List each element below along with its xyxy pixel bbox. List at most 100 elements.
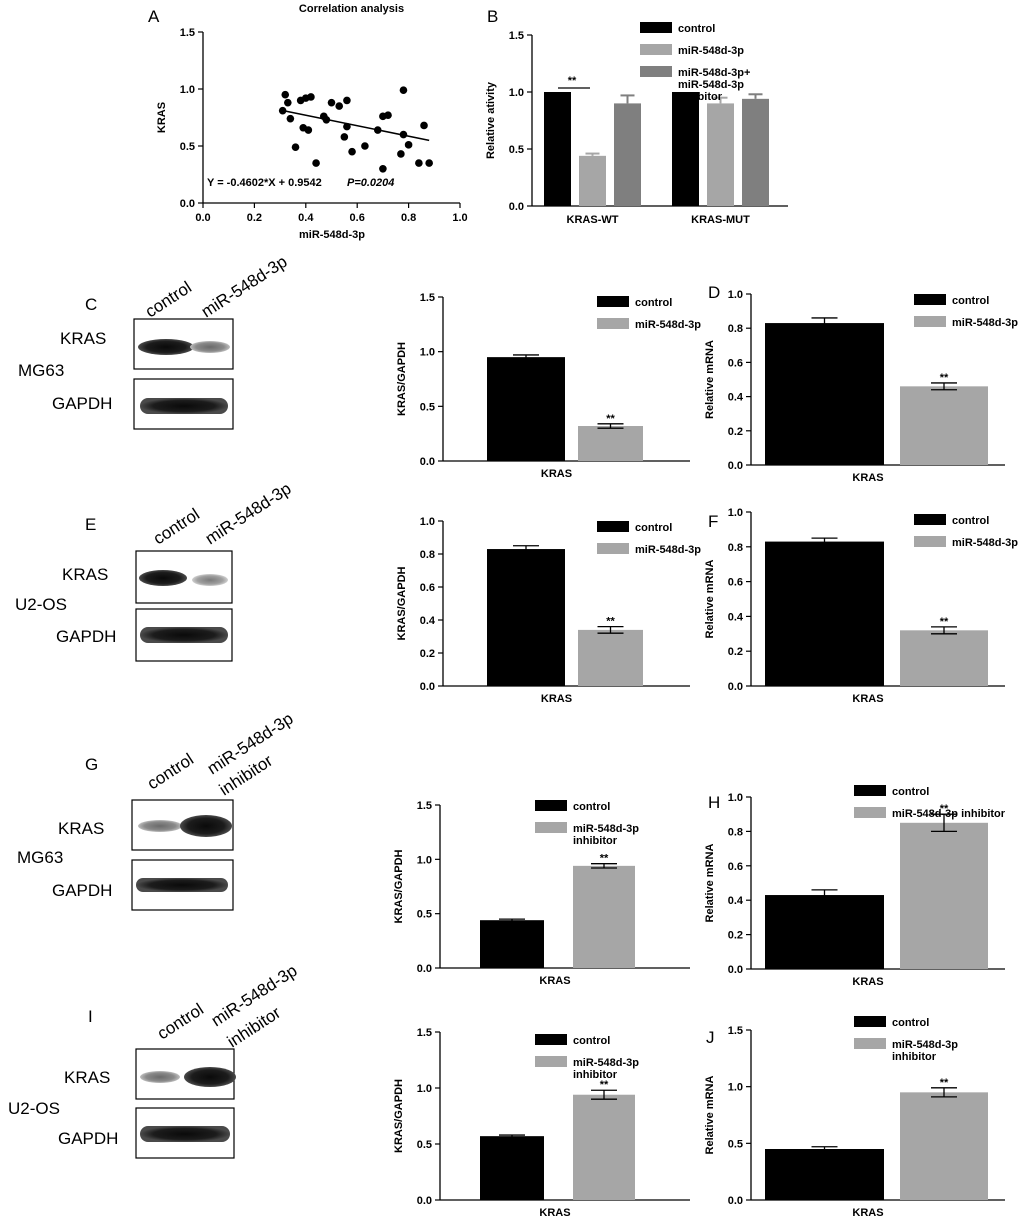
panel-label-g: G bbox=[85, 755, 98, 774]
blot-g-lane-control: control bbox=[144, 750, 197, 794]
chart-a-point bbox=[291, 143, 300, 151]
chart-c-x-axis-label: KRAS bbox=[541, 468, 572, 480]
chart-f: F 0.0 0.2 0.4 0.6 0.8 1.0 Relative mRNA ** KRAS co… bbox=[704, 507, 1018, 705]
blot-e: E control miR-548d-3p KRAS U2-OS GAPDH bbox=[15, 479, 295, 662]
chart-g-bar bbox=[480, 920, 544, 968]
chart-f-y-tick-label: 0.4 bbox=[728, 611, 744, 623]
chart-g-y-axis-label: KRAS/GAPDH bbox=[393, 849, 405, 923]
blot-g-row-kras: KRAS bbox=[58, 819, 104, 838]
chart-c-y-axis-label: KRAS/GAPDH bbox=[396, 342, 408, 416]
chart-e-legend-label: control bbox=[635, 522, 672, 534]
chart-f-y-tick-label: 1.0 bbox=[728, 507, 743, 519]
chart-c-bar bbox=[487, 357, 565, 461]
chart-h-legend-label: control bbox=[892, 786, 929, 798]
chart-b-x-tick-label: KRAS-MUT bbox=[691, 214, 750, 226]
chart-a-point bbox=[281, 90, 290, 99]
chart-a-y-tick-label: 1.5 bbox=[180, 27, 195, 39]
chart-a-point bbox=[425, 159, 433, 167]
chart-f-legend-label: control bbox=[952, 515, 989, 527]
chart-c-y-tick-label: 0.0 bbox=[420, 456, 435, 468]
panel-label-b: B bbox=[487, 7, 498, 26]
chart-a-y-axis-label: KRAS bbox=[156, 102, 168, 133]
chart-i-sig: ** bbox=[600, 1079, 609, 1091]
chart-f-sig: ** bbox=[940, 616, 949, 628]
chart-a-point bbox=[327, 98, 336, 107]
chart-a-point bbox=[348, 147, 356, 156]
chart-e-y-tick-label: 0.2 bbox=[420, 648, 435, 660]
blot-c-lane-mir: miR-548d-3p bbox=[198, 252, 291, 321]
chart-h-bar bbox=[900, 822, 988, 969]
chart-h-legend-swatch bbox=[854, 807, 886, 818]
panel-label-i: I bbox=[88, 1007, 93, 1026]
chart-a-point bbox=[304, 126, 313, 134]
chart-f-x-axis-label: KRAS bbox=[852, 693, 883, 705]
blot-c-kras-band-mir bbox=[190, 341, 230, 353]
chart-e-legend-swatch bbox=[597, 521, 629, 532]
chart-f-legend-swatch bbox=[914, 536, 946, 547]
blot-i: I control miR-548d-3p inhibitor KRAS U2-… bbox=[8, 961, 301, 1159]
chart-g-sig: ** bbox=[600, 853, 609, 865]
chart-i-legend-label: control bbox=[573, 1035, 610, 1047]
chart-g-legend-label: miR-548d-3p bbox=[573, 823, 639, 835]
chart-d-y-tick-label: 0.4 bbox=[728, 392, 744, 404]
panel-label-j: J bbox=[706, 1028, 715, 1047]
chart-b: B 0.0 0.5 1.0 1.5 Relative ativity KRAS-WT KRAS… bbox=[485, 7, 788, 226]
chart-c-y-tick-label: 1.0 bbox=[420, 347, 435, 359]
chart-a-x-tick-label: 0.0 bbox=[195, 212, 210, 224]
chart-f-legend-label: miR-548d-3p bbox=[952, 537, 1018, 549]
chart-d-y-axis-label: Relative mRNA bbox=[704, 340, 716, 419]
blot-e-row-gapdh: GAPDH bbox=[56, 627, 116, 646]
chart-i-bar bbox=[480, 1136, 544, 1200]
blot-c-cell-line: MG63 bbox=[18, 361, 64, 380]
chart-d-legend-swatch bbox=[914, 316, 946, 327]
chart-j-y-tick-label: 1.5 bbox=[728, 1025, 743, 1037]
panel-label-e: E bbox=[85, 515, 96, 534]
chart-d-x-axis-label: KRAS bbox=[852, 472, 883, 484]
chart-d: D 0.0 0.2 0.4 0.6 0.8 1.0 Relative mRNA ** KRAS co… bbox=[704, 283, 1018, 484]
chart-b-y-tick-label: 1.5 bbox=[509, 30, 524, 42]
blot-i-kras-band-control bbox=[140, 1071, 180, 1083]
chart-g-y-tick-label: 1.0 bbox=[417, 854, 432, 866]
panel-label-f: F bbox=[708, 512, 718, 531]
chart-a-x-tick-label: 0.2 bbox=[247, 212, 262, 224]
chart-e-bar bbox=[487, 549, 565, 686]
chart-a-x-tick-label: 0.4 bbox=[298, 212, 314, 224]
chart-i-legend-label: inhibitor bbox=[573, 1069, 618, 1081]
chart-b-y-tick-label: 0.0 bbox=[509, 201, 524, 213]
chart-b-y-tick-label: 0.5 bbox=[509, 144, 524, 156]
chart-b-bar bbox=[579, 155, 606, 206]
chart-h-legend-label: miR-548d-3p inhibitor bbox=[892, 808, 1006, 820]
chart-b-legend-label: control bbox=[678, 23, 715, 35]
blot-i-gapdh-band bbox=[140, 1126, 230, 1142]
chart-j-legend-label: miR-548d-3p bbox=[892, 1039, 958, 1051]
chart-d-bar bbox=[765, 323, 884, 465]
chart-d-legend-label: miR-548d-3p bbox=[952, 317, 1018, 329]
chart-j-bar bbox=[900, 1092, 988, 1200]
chart-i-bar bbox=[573, 1094, 635, 1200]
blot-g: G control miR-548d-3p inhibitor KRAS MG6… bbox=[17, 709, 297, 911]
chart-b-bar bbox=[614, 103, 641, 206]
chart-a-point bbox=[340, 133, 349, 141]
blot-c-gapdh-band bbox=[140, 398, 228, 414]
chart-g-x-axis-label: KRAS bbox=[539, 975, 570, 987]
blot-c-row-kras: KRAS bbox=[60, 329, 106, 348]
chart-e: 0.0 0.2 0.4 0.6 0.8 1.0 KRAS/GAPDH ** KRAS contro… bbox=[396, 516, 701, 705]
chart-b-legend-label: inhibitor bbox=[678, 91, 723, 103]
chart-e-bar bbox=[578, 629, 643, 686]
chart-h-y-tick-label: 1.0 bbox=[728, 792, 743, 804]
chart-e-sig: ** bbox=[606, 616, 615, 628]
blot-i-row-kras: KRAS bbox=[64, 1068, 110, 1087]
blot-g-gapdh-band bbox=[136, 878, 228, 892]
chart-h-y-tick-label: 0.4 bbox=[728, 895, 744, 907]
chart-g-legend-swatch bbox=[535, 800, 567, 811]
chart-b-y-axis-label: Relative ativity bbox=[485, 81, 497, 159]
chart-j-legend-label: inhibitor bbox=[892, 1051, 937, 1063]
chart-g-legend-label: control bbox=[573, 801, 610, 813]
chart-b-bar bbox=[742, 98, 769, 206]
chart-d-y-tick-label: 0.0 bbox=[728, 460, 743, 472]
chart-c-sig: ** bbox=[606, 413, 615, 425]
chart-g-y-tick-label: 1.5 bbox=[417, 800, 432, 812]
chart-b-legend-label: miR-548d-3p bbox=[678, 45, 744, 57]
chart-a-y-tick-label: 0.0 bbox=[180, 198, 195, 210]
chart-a-point bbox=[384, 111, 392, 120]
